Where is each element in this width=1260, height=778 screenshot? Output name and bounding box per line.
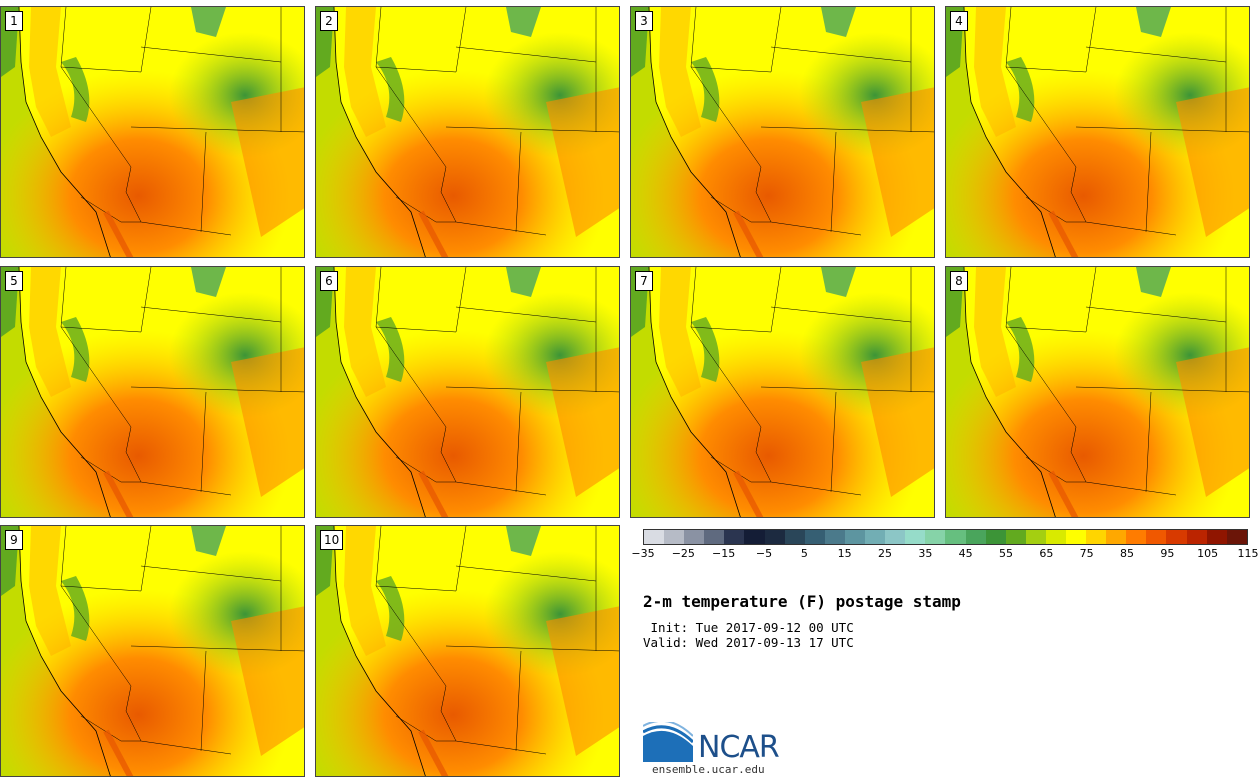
colorbar-tick-label: 15 <box>837 547 852 560</box>
colorbar-swatch <box>1186 530 1207 544</box>
colorbar-tick-label: 45 <box>958 547 973 560</box>
member-number-label: 4 <box>950 11 968 31</box>
colorbar-swatch <box>1166 530 1187 544</box>
colorbar-swatch <box>784 530 805 544</box>
colorbar-tick-label: 65 <box>1039 547 1054 560</box>
colorbar-swatch <box>985 530 1006 544</box>
colorbar-swatch <box>824 530 845 544</box>
colorbar-swatch <box>1206 530 1227 544</box>
colorbar-swatch <box>1146 530 1167 544</box>
member-number-label: 6 <box>320 271 338 291</box>
colorbar-tick-label: 85 <box>1120 547 1134 560</box>
colorbar-swatch <box>684 530 705 544</box>
member-number-label: 5 <box>5 271 23 291</box>
ensemble-url: ensemble.ucar.edu <box>652 763 765 776</box>
ensemble-member-map: 3 <box>630 6 935 258</box>
colorbar-swatch <box>965 530 986 544</box>
member-number-label: 7 <box>635 271 653 291</box>
ensemble-member-map: 1 <box>0 6 305 258</box>
colorbar-swatch <box>724 530 745 544</box>
member-number-label: 8 <box>950 271 968 291</box>
colorbar-swatch <box>1226 530 1247 544</box>
colorbar-tick-label: 55 <box>999 547 1013 560</box>
colorbar-swatch <box>804 530 825 544</box>
init-time: Init: Tue 2017-09-12 00 UTC <box>643 620 854 635</box>
member-number-label: 2 <box>320 11 338 31</box>
colorbar-swatch <box>865 530 886 544</box>
valid-time: Valid: Wed 2017-09-13 17 UTC <box>643 635 854 650</box>
colorbar-tick-label: 95 <box>1160 547 1175 560</box>
colorbar-swatch <box>764 530 785 544</box>
colorbar-swatch <box>885 530 906 544</box>
ncar-logo-text: NCAR <box>698 730 780 765</box>
colorbar-tick-label: −25 <box>671 547 695 560</box>
colorbar-swatch <box>945 530 966 544</box>
colorbar-swatch <box>844 530 866 544</box>
colorbar-tick-label: −35 <box>631 547 655 560</box>
colorbar <box>643 529 1248 545</box>
colorbar-swatch <box>744 530 765 544</box>
colorbar-tick-label: 5 <box>800 547 808 560</box>
ensemble-member-map: 5 <box>0 266 305 518</box>
member-number-label: 9 <box>5 530 23 550</box>
colorbar-swatch <box>1025 530 1046 544</box>
colorbar-swatch <box>1005 530 1026 544</box>
ensemble-member-map: 4 <box>945 6 1250 258</box>
colorbar-swatch <box>1086 530 1107 544</box>
colorbar-swatch <box>644 530 665 544</box>
colorbar-tick-label: 105 <box>1197 547 1219 560</box>
member-number-label: 10 <box>320 530 344 550</box>
colorbar-swatch <box>1065 530 1087 544</box>
colorbar-swatch <box>1106 530 1127 544</box>
colorbar-tick-label: 25 <box>878 547 892 560</box>
colorbar-swatch <box>905 530 926 544</box>
colorbar-swatch <box>925 530 946 544</box>
colorbar-swatch <box>704 530 725 544</box>
ensemble-member-map: 8 <box>945 266 1250 518</box>
ensemble-member-map: 9 <box>0 525 305 777</box>
colorbar-ticks: −35 −25 −15 −5 5 15 25 35 45 55 65 75 85 95 105 115 <box>631 547 1258 561</box>
colorbar-tick-label: −5 <box>755 547 773 560</box>
ncar-logo-icon <box>643 722 693 762</box>
member-number-label: 1 <box>5 11 23 31</box>
colorbar-tick-label: −15 <box>712 547 736 560</box>
colorbar-tick-label: 35 <box>918 547 933 560</box>
chart-title: 2-m temperature (F) postage stamp <box>643 592 961 611</box>
colorbar-tick-label: 75 <box>1079 547 1094 560</box>
member-number-label: 3 <box>635 11 653 31</box>
ensemble-member-map: 7 <box>630 266 935 518</box>
ensemble-member-map: 6 <box>315 266 620 518</box>
colorbar-swatch <box>1045 530 1066 544</box>
colorbar-swatch <box>1126 530 1147 544</box>
colorbar-tick-label: 115 <box>1237 547 1259 560</box>
ensemble-member-map: 2 <box>315 6 620 258</box>
ensemble-member-map: 10 <box>315 525 620 777</box>
colorbar-swatch <box>664 530 685 544</box>
